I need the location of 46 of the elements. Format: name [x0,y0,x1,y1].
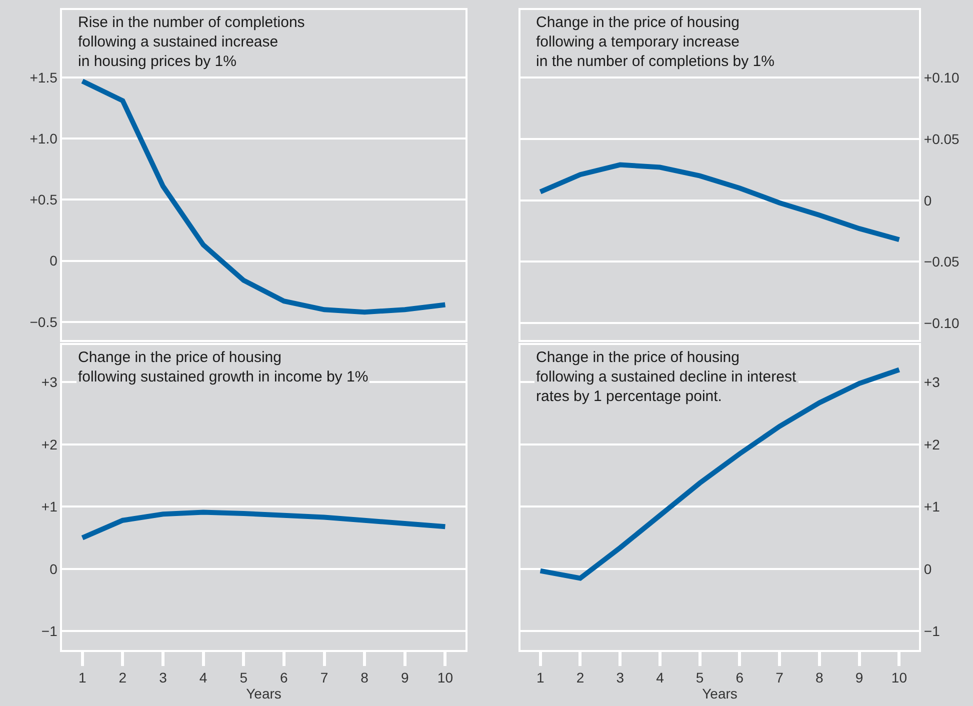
y-tick-label: −0.10 [924,314,960,331]
y-tick-label: −1 [924,623,940,640]
y-tick-label: +2 [924,436,940,452]
x-axis-title: Years [246,686,282,702]
y-tick-label: 0 [50,560,58,577]
text: Rise in the number of completions following a sustained increase in housing prices by 1% [78,14,305,70]
text: Change in the price of housing following a temporary increase in the number of completions by 1% [536,14,774,70]
x-tick-label: 10 [891,670,908,686]
x-axis-title: Years [702,686,738,702]
x-tick-label: 8 [360,670,369,686]
y-tick-label: 0 [924,192,932,208]
y-tick-label: +0.05 [924,130,960,147]
x-tick-label: 7 [320,670,328,686]
x-tick-label: 5 [240,670,248,686]
x-tick-label: 10 [437,670,454,686]
x-tick-label: 9 [855,670,864,686]
y-tick-label: +1.5 [30,69,58,86]
x-tick-label: 9 [400,670,409,686]
x-tick-label: 2 [118,670,127,686]
y-tick-label: −0.05 [924,254,960,270]
x-tick-label: 1 [536,670,544,686]
y-tick-label: +1 [924,498,940,515]
y-tick-label: +3 [41,374,58,390]
x-tick-label: 6 [280,670,288,686]
x-tick-label: 2 [576,670,584,686]
y-tick-label: +0.10 [924,70,960,86]
x-tick-label: 5 [696,670,704,686]
x-tick-label: 3 [159,670,168,686]
y-tick-label: +1 [41,498,58,515]
y-tick-label: +2 [41,436,58,452]
y-tick-label: −1 [41,623,58,640]
x-tick-label: 7 [776,670,784,686]
x-tick-label: 8 [816,670,824,686]
y-tick-label: 0 [50,252,58,269]
y-tick-label: +1.0 [30,130,58,146]
y-tick-label: +0.5 [30,192,58,208]
x-tick-label: 6 [736,670,744,686]
y-tick-label: +3 [924,374,940,390]
text: Change in the price of housing following a sustained decline in interest rates by 1 percentage point. [536,349,797,405]
x-tick-label: 3 [616,670,624,686]
y-tick-label: 0 [924,560,932,577]
x-tick-label: 4 [199,670,208,686]
text: Change in the price of housing following sustained growth in income by 1% [78,349,368,386]
x-tick-label: 1 [78,670,86,686]
y-tick-label: −0.5 [30,314,58,330]
x-tick-label: 4 [656,670,664,686]
